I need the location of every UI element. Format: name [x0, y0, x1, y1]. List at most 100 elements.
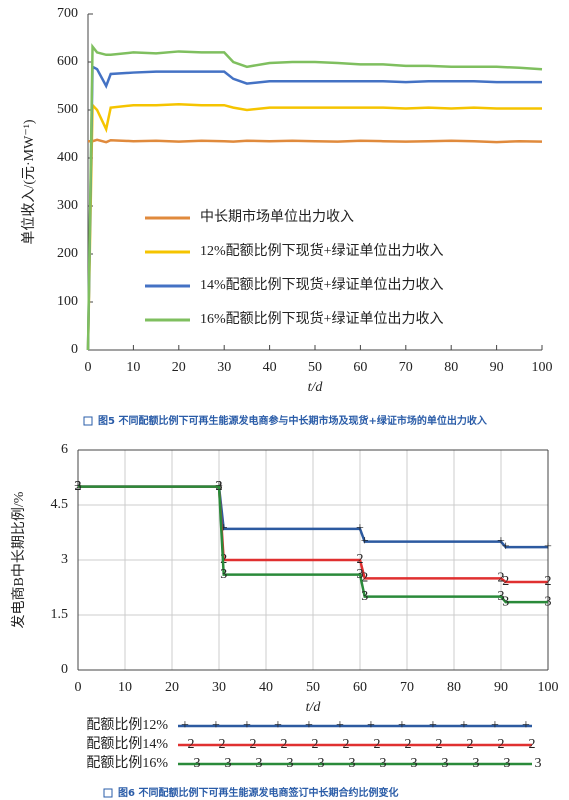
point-marker: 3 — [357, 567, 364, 582]
legend-marker: + — [181, 718, 189, 733]
legend-marker: 3 — [504, 756, 511, 771]
legend-marker: 2 — [405, 737, 412, 752]
legend-marker: + — [460, 718, 468, 733]
x-tick-label: 70 — [399, 360, 413, 375]
point-marker: 2 — [498, 571, 505, 586]
legend-marker: 3 — [318, 756, 325, 771]
point-marker: 2 — [502, 574, 509, 589]
legend-marker: 3 — [442, 756, 449, 771]
caption-icon — [103, 788, 113, 798]
x-tick-label: 100 — [538, 680, 559, 695]
y-tick-label: 600 — [57, 54, 78, 69]
legend-marker: + — [398, 718, 406, 733]
x-tick-label: 10 — [118, 680, 132, 695]
point-marker: 2 — [357, 552, 364, 567]
point-marker: 3 — [498, 589, 505, 604]
point-marker: + — [361, 534, 369, 549]
legend-marker: + — [243, 718, 251, 733]
x-tick-label: 20 — [172, 360, 186, 375]
legend-label: 中长期市场单位出力收入 — [200, 208, 354, 225]
x-tick-label: 90 — [490, 360, 504, 375]
legend-marker: 2 — [374, 737, 381, 752]
legend-marker: + — [305, 718, 313, 733]
y-tick-label: 6 — [61, 442, 68, 457]
caption-icon — [83, 416, 93, 426]
point-marker: 2 — [361, 571, 368, 586]
caption: 图5 不同配额比例下可再生能源发电商参与中长期市场及现货+绿证市场的单位出力收入 — [98, 414, 487, 427]
caption: 图6 不同配额比例下可再生能源发电商签订中长期合约比例变化 — [118, 786, 398, 799]
x-tick-label: 40 — [263, 360, 277, 375]
x-tick-label: 90 — [494, 680, 508, 695]
point-marker: + — [497, 534, 505, 549]
point-marker: 3 — [220, 567, 227, 582]
series-line — [86, 64, 542, 351]
legend-marker: 2 — [250, 737, 257, 752]
legend-label: 16%配额比例下现货+绿证单位出力收入 — [200, 310, 444, 327]
legend-marker: 3 — [411, 756, 418, 771]
series-line — [88, 138, 543, 144]
x-tick-label: 40 — [259, 680, 273, 695]
y-axis-label: 发电商B中长期比例/% — [11, 491, 27, 628]
legend-marker: + — [522, 718, 530, 733]
x-tick-label: 30 — [212, 680, 226, 695]
x-tick-label: 0 — [85, 360, 92, 375]
x-tick-label: 70 — [400, 680, 414, 695]
x-tick-label: 80 — [444, 360, 458, 375]
x-tick-label: 80 — [447, 680, 461, 695]
x-tick-label: 60 — [353, 680, 367, 695]
legend-marker: + — [491, 718, 499, 733]
legend-marker: 2 — [436, 737, 443, 752]
x-tick-label: 100 — [532, 360, 553, 375]
legend-marker: 2 — [343, 737, 350, 752]
legend-marker: 2 — [281, 737, 288, 752]
legend-marker: 2 — [529, 737, 536, 752]
legend-label: 14%配额比例下现货+绿证单位出力收入 — [200, 276, 444, 293]
legend-marker: 3 — [287, 756, 294, 771]
series-line — [78, 485, 548, 604]
series-line — [86, 43, 543, 351]
legend-marker: 3 — [225, 756, 232, 771]
x-tick-label: 10 — [126, 360, 140, 375]
point-marker: 3 — [75, 479, 82, 494]
x-axis-label: t/d — [306, 700, 322, 715]
x-tick-label: 0 — [75, 680, 82, 695]
point-marker: 3 — [361, 589, 368, 604]
legend-marker: 3 — [349, 756, 356, 771]
y-tick-label: 4.5 — [51, 497, 69, 512]
legend-marker: 2 — [188, 737, 195, 752]
x-tick-label: 20 — [165, 680, 179, 695]
y-tick-label: 500 — [57, 102, 78, 117]
legend-marker: 2 — [219, 737, 226, 752]
legend-marker: 2 — [312, 737, 319, 752]
legend-label: 配额比例12% — [86, 717, 168, 733]
point-marker: + — [502, 539, 510, 554]
legend-marker: + — [429, 718, 437, 733]
x-tick-label: 50 — [308, 360, 322, 375]
series-line — [86, 102, 542, 351]
point-marker: + — [220, 521, 228, 536]
legend-label: 配额比例16% — [86, 755, 168, 771]
point-marker: 3 — [216, 479, 223, 494]
legend-marker: + — [336, 718, 344, 733]
point-marker: 3 — [502, 594, 509, 609]
point-marker: + — [544, 539, 552, 554]
legend-marker: 3 — [473, 756, 480, 771]
y-tick-label: 300 — [57, 198, 78, 213]
legend-marker: 2 — [498, 737, 505, 752]
legend-marker: 2 — [467, 737, 474, 752]
legend-marker: 3 — [194, 756, 201, 771]
x-tick-label: 50 — [306, 680, 320, 695]
legend-marker: 3 — [535, 756, 542, 771]
legend-marker: + — [367, 718, 375, 733]
point-marker: + — [356, 521, 364, 536]
point-marker: 3 — [545, 594, 552, 609]
y-tick-label: 100 — [57, 294, 78, 309]
y-tick-label: 0 — [61, 662, 68, 677]
legend-marker: + — [212, 718, 220, 733]
point-marker: 2 — [545, 574, 552, 589]
legend-label: 配额比例14% — [86, 736, 168, 752]
legend-label: 12%配额比例下现货+绿证单位出力收入 — [200, 242, 444, 259]
y-tick-label: 0 — [71, 342, 78, 357]
